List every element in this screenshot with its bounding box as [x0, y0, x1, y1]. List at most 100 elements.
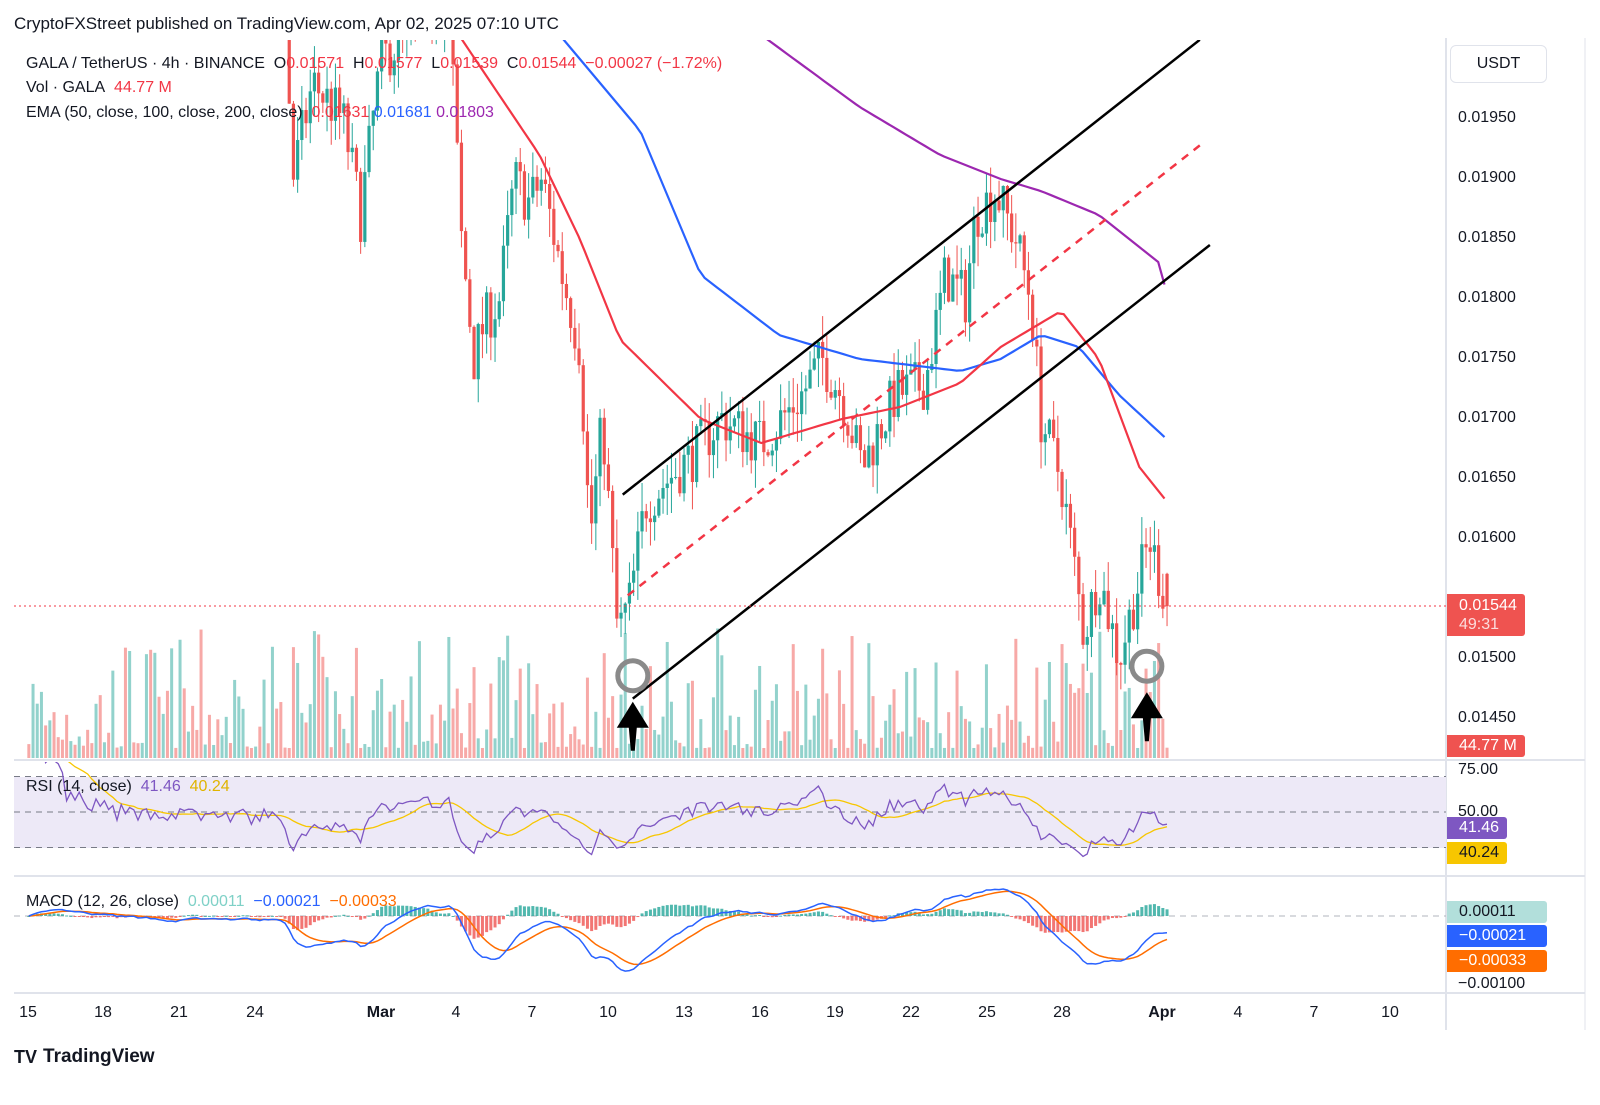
macd-histogram-bar	[858, 916, 862, 922]
macd-histogram-bar	[619, 916, 623, 928]
macd-histogram-bar	[94, 916, 98, 918]
candle-body	[699, 419, 703, 427]
volume-bar	[1047, 661, 1051, 758]
rsi-tick: 50.00	[1458, 803, 1499, 820]
volume-bar	[854, 730, 858, 758]
volume-bar	[997, 713, 1001, 758]
volume-bar	[1077, 688, 1081, 758]
tradingview-logo[interactable]: TV TradingView	[14, 1046, 155, 1068]
volume-bar	[86, 729, 90, 758]
volume-bar	[514, 700, 518, 758]
candle-body	[321, 93, 325, 103]
volume-bar	[753, 689, 757, 758]
candle-body	[762, 420, 766, 453]
volume-label: Vol · GALA	[26, 79, 106, 96]
macd-histogram-bar	[468, 916, 472, 936]
macd-histogram-bar	[690, 906, 694, 916]
macd-histogram-bar	[774, 916, 778, 917]
macd-histogram-bar	[157, 916, 161, 918]
candle-body	[392, 60, 396, 76]
volume-bar	[233, 679, 237, 758]
candle-body	[888, 380, 892, 432]
ema-legend[interactable]: EMA (50, close, 100, close, 200, close) …	[26, 104, 494, 122]
volume-bar	[321, 656, 325, 758]
macd-histogram-bar	[1001, 913, 1005, 916]
macd-histogram-bar	[174, 916, 178, 918]
volume-bar	[35, 703, 39, 758]
volume-bar	[438, 704, 442, 758]
macd-histogram-bar	[333, 915, 337, 917]
macd-value: −0.00021	[253, 893, 321, 910]
candle-body	[304, 110, 308, 124]
volume-bar	[930, 747, 934, 758]
time-tick: Mar	[366, 1004, 396, 1021]
candle-body	[430, 0, 433, 30]
volume-bar	[497, 657, 501, 758]
macd-histogram-bar	[262, 916, 266, 917]
candle-body	[367, 125, 371, 173]
candle-body	[892, 380, 896, 417]
macd-histogram-bar	[972, 911, 976, 916]
macd-histogram-bar	[233, 916, 237, 917]
macd-histogram-bar	[237, 915, 241, 917]
candle-body	[972, 216, 976, 264]
candle-body	[1022, 235, 1026, 271]
candle-body	[896, 369, 900, 417]
volume-bar	[833, 747, 837, 758]
macd-histogram-bar	[1161, 908, 1165, 916]
candle-body	[1115, 623, 1119, 664]
candle-body	[1077, 556, 1081, 595]
volume-tag: 44.77 M	[1447, 735, 1525, 757]
macd-histogram-bar	[1089, 916, 1093, 929]
macd-histogram-bar	[296, 916, 300, 931]
volume-bar	[1140, 720, 1144, 758]
candle-body	[791, 407, 795, 413]
macd-histogram-bar	[989, 912, 993, 916]
volume-bar	[762, 747, 766, 758]
publisher-header: CryptoFXStreet published on TradingView.…	[14, 14, 559, 33]
macd-histogram-bar	[959, 910, 963, 916]
volume-bar	[451, 708, 455, 758]
macd-histogram-bar	[636, 916, 640, 918]
volume-bar	[900, 731, 904, 758]
volume-bar	[573, 726, 577, 758]
volume-bar	[300, 712, 304, 758]
volume-bar	[1119, 730, 1123, 758]
volume-bar	[858, 738, 862, 758]
candle-body	[1106, 590, 1110, 630]
rsi-legend[interactable]: RSI (14, close) 41.46 40.24	[26, 778, 230, 796]
volume-bar	[216, 719, 220, 758]
macd-histogram-bar	[1014, 916, 1018, 919]
currency-button[interactable]: USDT	[1450, 45, 1547, 83]
volume-bar	[81, 745, 85, 758]
volume-bar	[174, 747, 178, 758]
candle-body	[594, 476, 598, 524]
volume-bar	[1014, 638, 1018, 758]
macd-histogram-bar	[1115, 916, 1119, 919]
macd-histogram-bar	[678, 905, 682, 916]
ema-label: EMA (50, close, 100, close, 200, close)	[26, 104, 303, 121]
symbol-title[interactable]: GALA / TetherUS · 4h · BINANCE	[26, 55, 265, 72]
candle-body	[447, 0, 450, 4]
candle-body	[291, 103, 296, 180]
candle-body	[707, 421, 711, 456]
macd-histogram-bar	[81, 916, 85, 917]
candle-body	[993, 200, 997, 223]
candle-body	[854, 425, 858, 444]
macd-signal-value: −0.00033	[329, 893, 397, 910]
candle-body	[375, 71, 380, 111]
macd-histogram-bar	[947, 909, 951, 916]
volume-bar	[60, 739, 64, 758]
logo-text: TradingView	[43, 1046, 155, 1067]
macd-histogram-bar	[993, 912, 997, 916]
macd-histogram-bar	[968, 912, 972, 916]
volume-bar	[720, 655, 724, 758]
macd-histogram-bar	[1035, 916, 1039, 928]
macd-histogram-bar	[1052, 916, 1056, 932]
macd-legend[interactable]: MACD (12, 26, close) 0.00011 −0.00021 −0…	[26, 893, 397, 911]
volume-legend[interactable]: Vol · GALA 44.77 M	[26, 79, 172, 97]
candle-body	[396, 40, 401, 61]
candle-body	[350, 147, 354, 153]
macd-histogram-bar	[501, 916, 505, 920]
